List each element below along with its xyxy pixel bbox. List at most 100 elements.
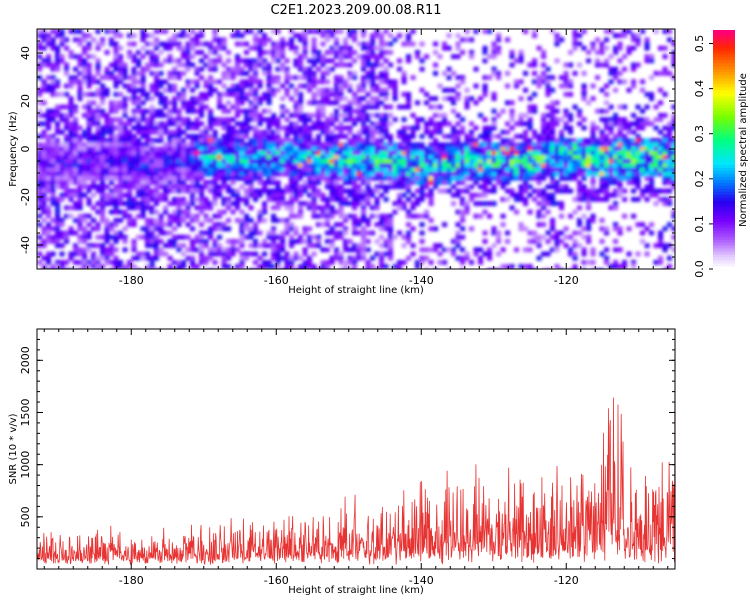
heatmap-cell: [221, 197, 227, 202]
heatmap-cell: [388, 213, 394, 219]
heatmap-cell: [554, 201, 560, 206]
heatmap-cell: [347, 159, 353, 164]
heatmap-cell: [253, 129, 259, 135]
heatmap-cell: [599, 197, 605, 202]
heatmap-cell: [469, 171, 475, 177]
heatmap-cell: [104, 50, 110, 55]
heatmap-cell: [208, 121, 214, 127]
heatmap-ytick-label: 40: [19, 46, 32, 60]
heatmap-cell: [455, 180, 461, 185]
heatmap-cell: [208, 180, 214, 185]
heatmap-cell: [388, 251, 394, 257]
heatmap-cell: [190, 146, 196, 152]
heatmap-cell: [131, 138, 137, 143]
heatmap-cell: [397, 58, 403, 64]
heatmap-cell: [163, 243, 169, 248]
heatmap-cell: [527, 121, 533, 127]
heatmap-cell: [347, 45, 353, 51]
heatmap-cell: [217, 159, 223, 164]
heatmap-cell: [464, 100, 470, 106]
heatmap-cell: [95, 171, 101, 177]
heatmap-cell: [41, 243, 47, 248]
heatmap-cell: [104, 234, 110, 240]
heatmap-cell: [311, 167, 317, 173]
heatmap-cell: [662, 197, 668, 202]
heatmap-cell: [658, 45, 664, 51]
heatmap-cell: [122, 226, 128, 232]
heatmap-cell: [433, 243, 439, 248]
heatmap-cell: [640, 230, 646, 236]
heatmap-cell: [50, 92, 56, 97]
heatmap-cell: [397, 134, 403, 139]
heatmap-cell: [356, 113, 362, 118]
heatmap-cell: [271, 255, 277, 261]
heatmap-cell: [64, 125, 70, 131]
heatmap-cell: [622, 188, 628, 194]
heatmap-cell: [392, 83, 398, 89]
heatmap-cell: [221, 108, 227, 114]
heatmap-cell: [397, 201, 403, 206]
heatmap-cell: [559, 239, 565, 244]
heatmap-cell: [167, 146, 173, 152]
heatmap-cell: [208, 75, 214, 80]
heatmap-cell: [100, 108, 106, 114]
heatmap-cell: [190, 155, 196, 160]
heatmap-cell: [379, 218, 385, 223]
colorbar-segment: [713, 149, 735, 153]
heatmap-cell: [343, 197, 349, 202]
heatmap-cell: [532, 239, 538, 244]
heatmap-cell: [343, 155, 349, 160]
heatmap-cell: [158, 41, 164, 47]
heatmap-cell: [302, 239, 308, 244]
colorbar-segment: [713, 30, 735, 34]
heatmap-cell: [217, 54, 223, 59]
heatmap-cell: [194, 213, 200, 219]
heatmap-cell: [253, 188, 259, 194]
heatmap-cell: [311, 213, 317, 219]
heatmap-cell: [356, 218, 362, 223]
heatmap-cell: [451, 146, 457, 152]
heatmap-cell: [307, 205, 313, 211]
heatmap-cell: [226, 188, 232, 194]
heatmap-cell: [500, 213, 506, 219]
heatmap-cell: [347, 163, 353, 169]
heatmap-cell: [613, 192, 619, 198]
heatmap-cell: [95, 62, 101, 68]
colorbar-segment: [713, 41, 735, 46]
heatmap-cell: [653, 159, 659, 164]
heatmap-cell: [653, 150, 659, 156]
heatmap-cell: [302, 138, 308, 143]
heatmap-cell: [581, 234, 587, 240]
heatmap-cell: [262, 146, 268, 152]
heatmap-cell: [401, 117, 407, 122]
colorbar-segment: [713, 95, 735, 100]
heatmap-cell: [446, 247, 452, 253]
heatmap-cell: [293, 58, 299, 64]
heatmap-cell: [487, 54, 493, 59]
heatmap-cell: [356, 255, 362, 261]
heatmap-cell: [293, 62, 299, 68]
heatmap-cell: [226, 138, 232, 143]
heatmap-cell: [271, 197, 277, 202]
heatmap-cell: [424, 163, 430, 169]
heatmap-cell: [419, 117, 425, 122]
heatmap-cell: [158, 247, 164, 253]
heatmap-cell: [599, 134, 605, 139]
heatmap-cell: [383, 150, 389, 156]
heatmap-cell: [230, 251, 236, 257]
heatmap-cell: [662, 188, 668, 194]
heatmap-cell: [239, 100, 245, 106]
heatmap-cell: [271, 247, 277, 253]
heatmap-cell: [244, 125, 250, 131]
heatmap-cell: [662, 171, 668, 177]
heatmap-cell: [266, 260, 272, 265]
heatmap-cell: [55, 58, 61, 64]
heatmap-cell: [608, 129, 614, 135]
heatmap-cell: [397, 129, 403, 135]
heatmap-cell: [532, 62, 538, 68]
heatmap-cell: [199, 247, 205, 253]
heatmap-cell: [293, 138, 299, 143]
heatmap-cell: [635, 197, 641, 202]
heatmap-cell: [221, 209, 227, 215]
heatmap-cell: [658, 171, 664, 177]
